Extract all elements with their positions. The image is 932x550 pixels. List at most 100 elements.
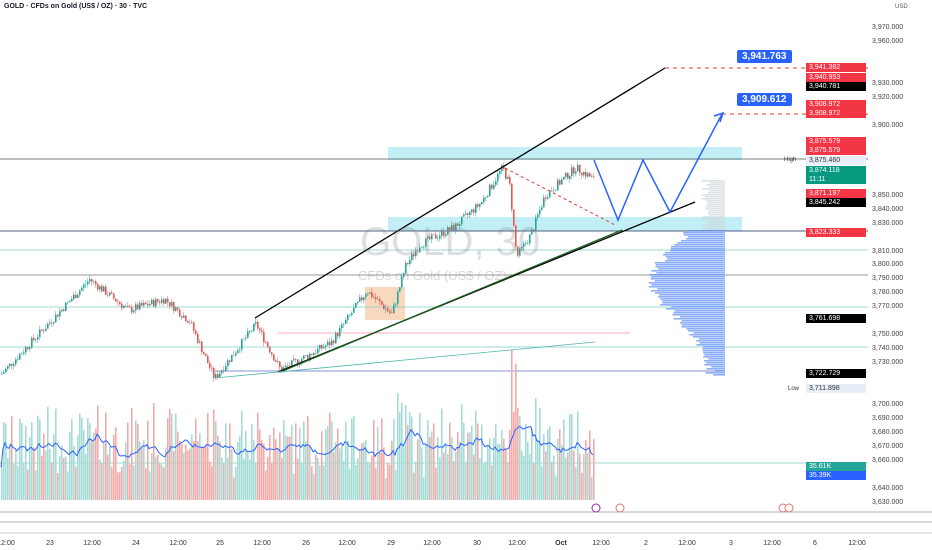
candle [557,180,559,190]
volume-bar [375,468,377,500]
volume-profile-bar [651,276,725,278]
candle [561,180,563,185]
time-tick: 3 [729,540,733,547]
volume-bar [159,464,161,500]
candle [89,279,91,281]
candle [231,355,233,362]
volume-bar [487,445,489,500]
price-tick: 3,690.000 [872,415,903,423]
volume-bar [33,447,35,500]
volume-bar [499,444,501,500]
volume-bar [9,444,11,500]
candle [225,366,227,371]
candle [397,292,399,304]
low-label: Low [786,385,801,393]
volume-bar [459,442,461,500]
candle [379,299,381,301]
volume-bar [1,464,3,500]
candle [25,347,27,352]
volume-bar [29,437,31,500]
volume-bar [35,470,37,500]
candle [57,315,59,317]
price-label: 11:11 [806,175,866,184]
time-tick: 12:00 [678,540,696,547]
candle [41,329,43,330]
candle [81,288,83,291]
candle [391,313,393,314]
candle [21,354,23,355]
candle [145,303,147,304]
volume-bar [531,428,533,500]
volume-bar [31,422,33,500]
volume-bar [481,425,483,500]
candle [207,356,209,363]
time-tick: 2 [644,540,648,547]
volume-profile-bar [681,240,725,242]
watermark-symbol: GOLD, 30 [360,220,540,264]
volume-bar [339,448,341,500]
volume-profile-bar [709,214,725,216]
volume-profile-bar [702,194,725,196]
target-label-2: 3,909.612 [737,93,792,106]
volume-bar [79,413,81,500]
volume-bar [99,460,101,500]
candle [327,342,329,346]
volume-bar [555,476,557,500]
volume-bar [507,462,509,500]
volume-profile-bar [703,346,725,348]
time-tick: 26 [302,540,310,547]
price-label: 3,875.460 [806,156,866,165]
candle [127,306,129,307]
volume-profile-bar [689,334,725,336]
candle [307,355,309,358]
volume-bar [447,454,449,500]
volume-bar [47,407,49,500]
candle [13,364,15,366]
volume-bar [173,451,175,500]
volume-bar [389,465,391,500]
volume-bar [311,466,313,500]
candle [37,337,39,339]
candle [249,331,251,332]
volume-bar [269,435,271,500]
candle [551,191,553,192]
volume-bar [329,413,331,500]
projection-path [594,114,722,220]
candle [119,302,121,304]
volume-profile-bar [665,260,725,262]
volume-bar [569,414,571,500]
candle [369,292,371,293]
volume-bar [147,421,149,500]
candle [473,209,475,212]
candle [479,204,481,207]
time-tick: 25 [216,540,224,547]
volume-bar [557,439,559,500]
volume-profile-bar [671,306,725,308]
candle [31,338,33,348]
volume-bar [471,426,473,500]
volume-profile-bar [673,314,725,316]
volume-profile-bar [655,280,725,282]
candle [539,210,541,215]
volume-profile-bar [701,180,725,182]
candle [201,342,203,352]
volume-bar [497,444,499,500]
volume-profile-bar [711,366,725,368]
candle [61,310,63,312]
candle [267,342,269,347]
volume-bar [317,458,319,500]
price-tick: 3,700.000 [872,401,903,409]
price-label: 3,845.242 [806,198,866,207]
event-flag-icon [616,504,624,512]
candle [95,281,97,284]
volume-profile-bar [706,184,725,186]
volume-profile-bar [663,254,725,256]
candle [123,306,125,308]
volume-profile-bar [705,196,725,198]
volume-profile-bar [708,212,725,214]
candle [85,284,87,285]
candle [211,368,213,369]
candle [129,306,131,307]
volume-bar [501,430,503,500]
volume-bar [107,455,109,500]
